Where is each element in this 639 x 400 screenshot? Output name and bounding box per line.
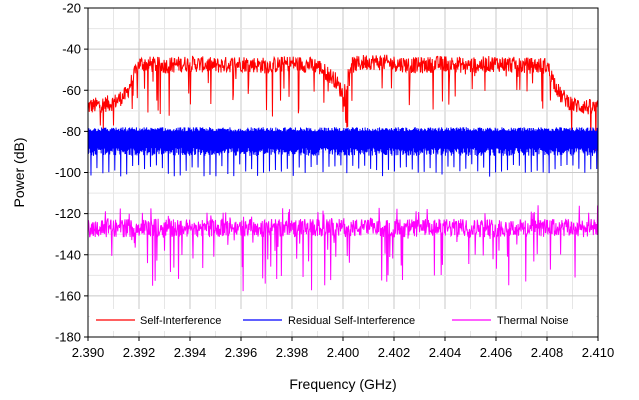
x-tick-label: 2.398 bbox=[276, 345, 309, 360]
x-tick-label: 2.400 bbox=[327, 345, 360, 360]
legend-box bbox=[90, 309, 596, 331]
x-tick-label: 2.392 bbox=[123, 345, 156, 360]
y-tick-label: -60 bbox=[62, 83, 81, 98]
series-line-thermal-noise bbox=[87, 205, 599, 292]
y-tick-label: -20 bbox=[62, 1, 81, 16]
y-tick-label: -140 bbox=[55, 247, 81, 262]
x-tick-label: 2.402 bbox=[378, 345, 411, 360]
y-tick-label: -80 bbox=[62, 124, 81, 139]
y-tick-label: -180 bbox=[55, 330, 81, 345]
tick-labels: 2.390 2.392 2.394 2.396 2.398 2.400 2.402 2.404… bbox=[55, 1, 614, 361]
y-axis-label: Power (dB) bbox=[11, 137, 27, 207]
y-tick-label: -100 bbox=[55, 165, 81, 180]
x-tick-label: 2.408 bbox=[531, 345, 564, 360]
legend-label-self-interference: Self-Interference bbox=[140, 315, 221, 327]
legend-label-thermal-noise: Thermal Noise bbox=[497, 315, 569, 327]
x-tick-label: 2.410 bbox=[582, 345, 615, 360]
grid bbox=[87, 7, 599, 338]
series-line-residual-self-interference bbox=[87, 127, 599, 177]
y-tick-label: -120 bbox=[55, 206, 81, 221]
x-axis-label: Frequency (GHz) bbox=[289, 376, 396, 392]
y-tick-label: -160 bbox=[55, 288, 81, 303]
series-layer bbox=[87, 54, 599, 292]
x-tick-label: 2.394 bbox=[174, 345, 207, 360]
legend-label-residual-self-interference: Residual Self-Interference bbox=[288, 315, 415, 327]
y-tick-label: -40 bbox=[62, 42, 81, 57]
x-tick-label: 2.404 bbox=[429, 345, 462, 360]
series-line-self-interference bbox=[87, 54, 599, 152]
x-tick-label: 2.406 bbox=[480, 345, 513, 360]
x-tick-label: 2.390 bbox=[72, 345, 105, 360]
legend: Self-Interference Residual Self-Interfer… bbox=[90, 309, 596, 331]
x-tick-label: 2.396 bbox=[225, 345, 258, 360]
